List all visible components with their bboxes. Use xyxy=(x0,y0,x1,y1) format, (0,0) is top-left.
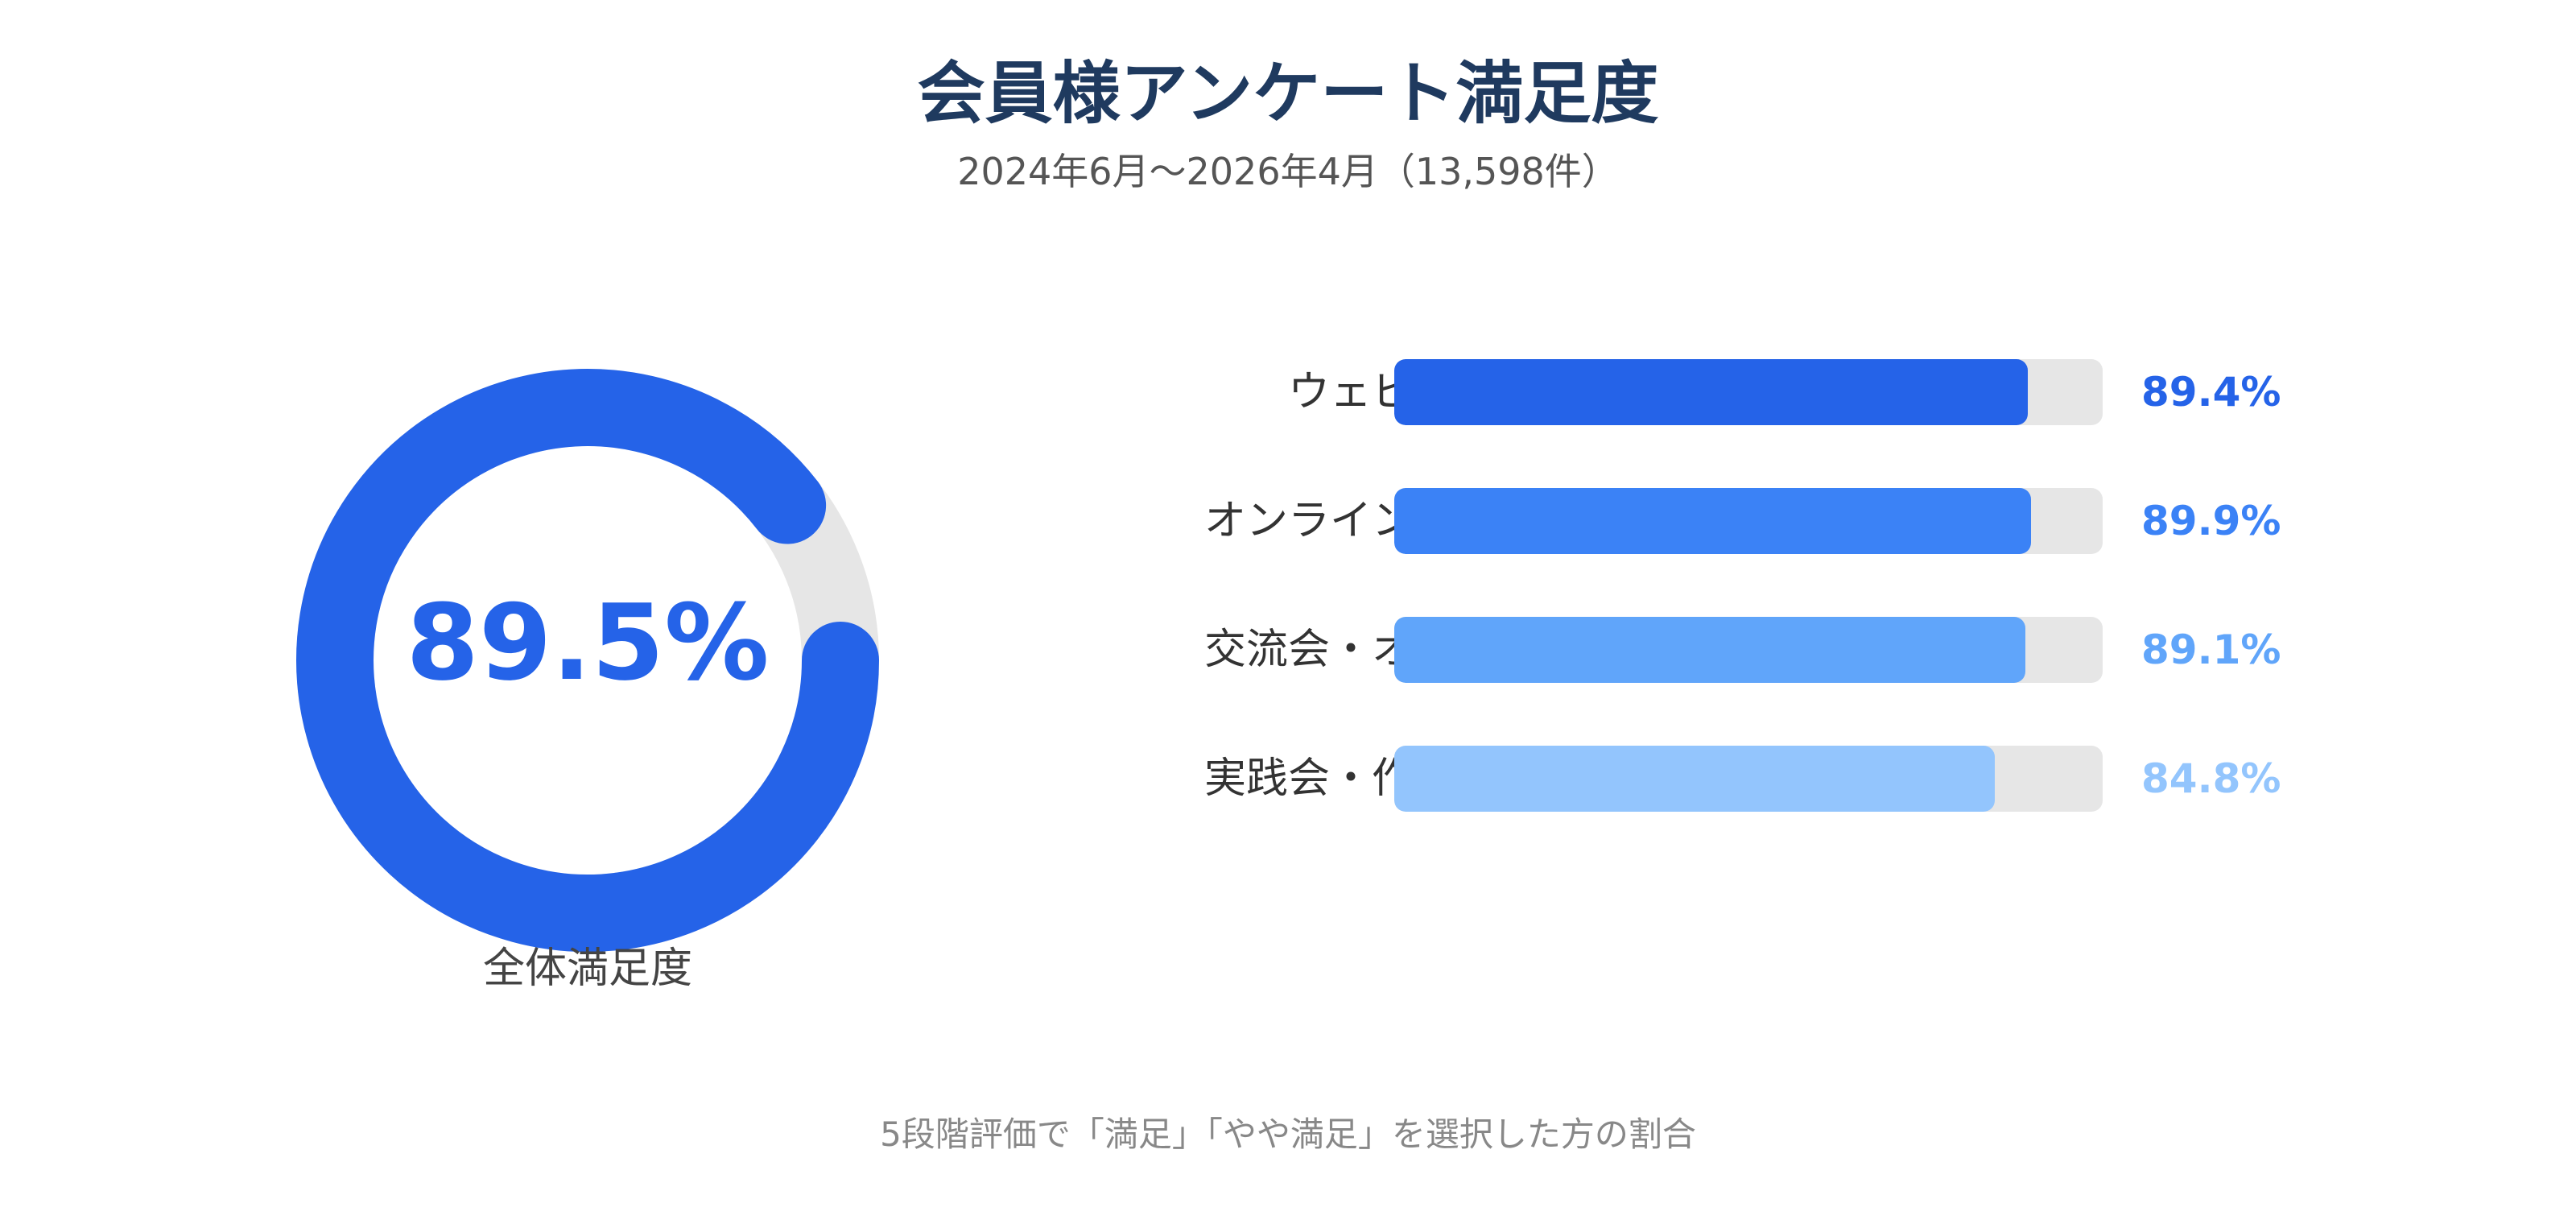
donut-value-arc xyxy=(296,369,879,952)
bar xyxy=(1394,617,2026,683)
bar-track xyxy=(1394,746,2103,812)
bar-row: オンライン合宿 89.9% xyxy=(966,488,2334,554)
bar-value-label: 84.8% xyxy=(2141,755,2281,802)
bar-value-label: 89.4% xyxy=(2141,369,2281,416)
bar-track xyxy=(1394,488,2103,554)
chart-subtitle: 2024年6月〜2026年4月（13,598件） xyxy=(957,150,1619,193)
donut-caption: 全体満足度 xyxy=(482,945,692,993)
bar-row: ウェビナー 89.4% xyxy=(966,359,2334,425)
bar-track xyxy=(1394,359,2103,425)
bar xyxy=(1394,359,2028,425)
bar-row: 実践会・作業会 84.8% xyxy=(966,746,2334,812)
bar xyxy=(1394,488,2032,554)
chart-title: 会員様アンケート満足度 xyxy=(917,54,1659,133)
bar-value-label: 89.9% xyxy=(2141,498,2281,544)
donut-center-value: 89.5% xyxy=(406,581,770,704)
overall-satisfaction-donut xyxy=(296,369,879,952)
bar-track xyxy=(1394,617,2103,683)
bar-value-label: 89.1% xyxy=(2141,626,2281,673)
bar-row: 交流会・オフ会 89.1% xyxy=(966,617,2334,683)
footnote: 5段階評価で「満足」「やや満足」を選択した方の割合 xyxy=(880,1114,1696,1154)
bar xyxy=(1394,746,1996,812)
